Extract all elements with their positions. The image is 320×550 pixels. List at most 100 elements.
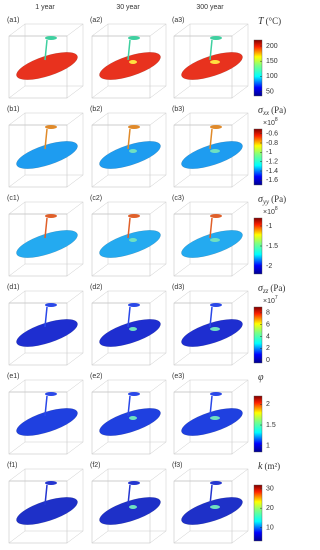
panel-label: (f1): [7, 462, 18, 469]
box-edge: [8, 530, 26, 544]
panel-label: (b3): [172, 106, 184, 113]
figure: 1 year 30 year 300 year(a1) (a2) (a3) T (°C)20…: [7, 4, 286, 544]
box-edge: [173, 441, 191, 455]
box-edge: [173, 174, 191, 188]
panel: (e2): [90, 373, 167, 455]
body-shape: [16, 141, 78, 169]
box-edge: [66, 468, 84, 482]
box-back: [189, 23, 249, 87]
box-edge: [66, 85, 84, 99]
colorbar-title: T (°C): [258, 16, 281, 27]
box-edge: [91, 263, 109, 277]
tube: [127, 484, 131, 506]
box-edge: [8, 290, 26, 304]
tube: [209, 128, 213, 150]
multiplier-exponent: 7: [275, 295, 278, 301]
box-edge: [231, 441, 249, 455]
tube: [209, 217, 213, 239]
tube: [44, 395, 48, 417]
box-edge: [149, 112, 167, 126]
colorbar-tick-label: -1.5: [266, 243, 278, 250]
box-edge: [149, 23, 167, 37]
tube-top: [45, 125, 57, 129]
box-edge: [66, 201, 84, 215]
box-edge: [231, 201, 249, 215]
colorbar-tick-label: 6: [266, 322, 270, 329]
box-back: [24, 112, 84, 176]
box-edge: [173, 290, 191, 304]
box-edge: [66, 530, 84, 544]
box-edge: [231, 174, 249, 188]
panel: (d2): [90, 284, 167, 366]
tube: [209, 39, 213, 61]
panel: (a1): [7, 17, 84, 99]
box-edge: [173, 263, 191, 277]
column-header: 30 year: [116, 4, 140, 11]
colorbar-tick-label: 30: [266, 486, 274, 493]
body-shape: [181, 319, 243, 347]
body-shape: [181, 230, 243, 258]
box-edge: [91, 468, 109, 482]
box-edge: [91, 530, 109, 544]
multiplier-base: ×10: [263, 209, 275, 216]
body-shape: [16, 319, 78, 347]
body-shape: [181, 497, 243, 525]
colorbar-tick-label: -1.2: [266, 159, 278, 166]
tube: [127, 395, 131, 417]
unit: (m²): [264, 461, 280, 471]
box-edge: [8, 379, 26, 393]
tube-top: [210, 392, 222, 396]
hot-spot: [210, 327, 220, 331]
hot-spot: [129, 416, 137, 420]
box-edge: [66, 441, 84, 455]
panel: (f1): [7, 462, 84, 544]
body-shape: [16, 52, 78, 80]
symbol: k: [258, 461, 263, 472]
box-edge: [8, 174, 26, 188]
box-back: [189, 468, 249, 532]
colorbar-tick-label: -1: [266, 149, 272, 156]
tube-top: [45, 36, 57, 40]
symbol: σ: [258, 283, 264, 294]
box-edge: [173, 23, 191, 37]
colorbar-tick-label: -1.4: [266, 168, 278, 175]
panel-label: (c3): [172, 195, 184, 202]
multiplier-exponent: 8: [275, 117, 278, 123]
tube-top: [210, 303, 222, 307]
tube: [44, 39, 48, 61]
hot-spot: [210, 238, 220, 242]
colorbar-tick-label: 150: [266, 58, 278, 65]
symbol: σ: [258, 194, 264, 205]
colorbar: [253, 128, 263, 186]
unit: (Pa): [270, 283, 285, 293]
colorbar-tick-label: 50: [266, 88, 274, 95]
colorbar-tick-label: -1.6: [266, 177, 278, 184]
colorbar-tick-label: -1: [266, 223, 272, 230]
colorbar-tick-label: 1: [266, 443, 270, 450]
box-edge: [66, 112, 84, 126]
box-edge: [231, 290, 249, 304]
colorbar-tick-label: 200: [266, 43, 278, 50]
colorbar-tick-label: 0: [266, 357, 270, 364]
box-edge: [149, 201, 167, 215]
box-edge: [231, 85, 249, 99]
body-shape: [16, 497, 78, 525]
box-edge: [231, 379, 249, 393]
panel: (c3): [172, 195, 249, 277]
box-edge: [173, 468, 191, 482]
box-edge: [8, 112, 26, 126]
box-edge: [66, 23, 84, 37]
box-back: [189, 112, 249, 176]
panel: (d1): [7, 284, 84, 366]
panel: (f3): [172, 462, 249, 544]
body-shape: [99, 141, 161, 169]
panel: (b3): [172, 106, 249, 188]
box-edge: [149, 85, 167, 99]
colorbar-title: σxx (Pa): [258, 105, 286, 117]
box-edge: [8, 441, 26, 455]
colorbar-title: φ: [258, 372, 264, 383]
box-back: [189, 201, 249, 265]
colorbar-title: σzz (Pa): [258, 283, 285, 295]
unit: (°C): [266, 16, 282, 26]
box-edge: [231, 23, 249, 37]
